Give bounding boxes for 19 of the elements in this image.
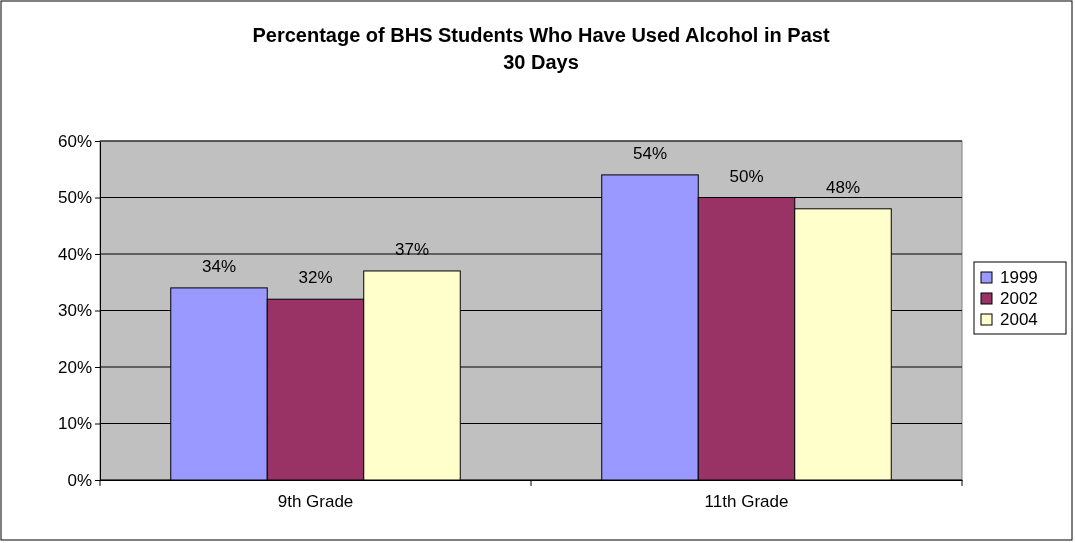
y-tick-label: 50%: [57, 188, 92, 208]
y-tick-label: 30%: [57, 301, 92, 321]
data-label: 34%: [201, 256, 237, 276]
data-label: 37%: [394, 239, 430, 259]
data-label: 48%: [825, 177, 861, 197]
x-tick-label: 11th Grade: [704, 491, 789, 511]
y-tick-label: 0%: [67, 470, 92, 490]
y-tick-label: 10%: [57, 414, 92, 434]
y-tick-label: 40%: [57, 244, 92, 264]
y-tick-label: 20%: [57, 357, 92, 377]
data-label: 50%: [729, 166, 764, 186]
legend-label: 1999: [1000, 268, 1038, 287]
legend-label: 2002: [1000, 289, 1038, 308]
data-label: 32%: [298, 268, 333, 288]
legend-label: 2004: [1000, 310, 1038, 329]
data-label: 54%: [632, 143, 668, 163]
chart-title: Percentage of BHS Students Who Have Used Alcohol in Past 30 Days: [252, 24, 830, 73]
x-tick-label: 9th Grade: [277, 491, 354, 511]
y-tick-label: 60%: [57, 131, 92, 151]
